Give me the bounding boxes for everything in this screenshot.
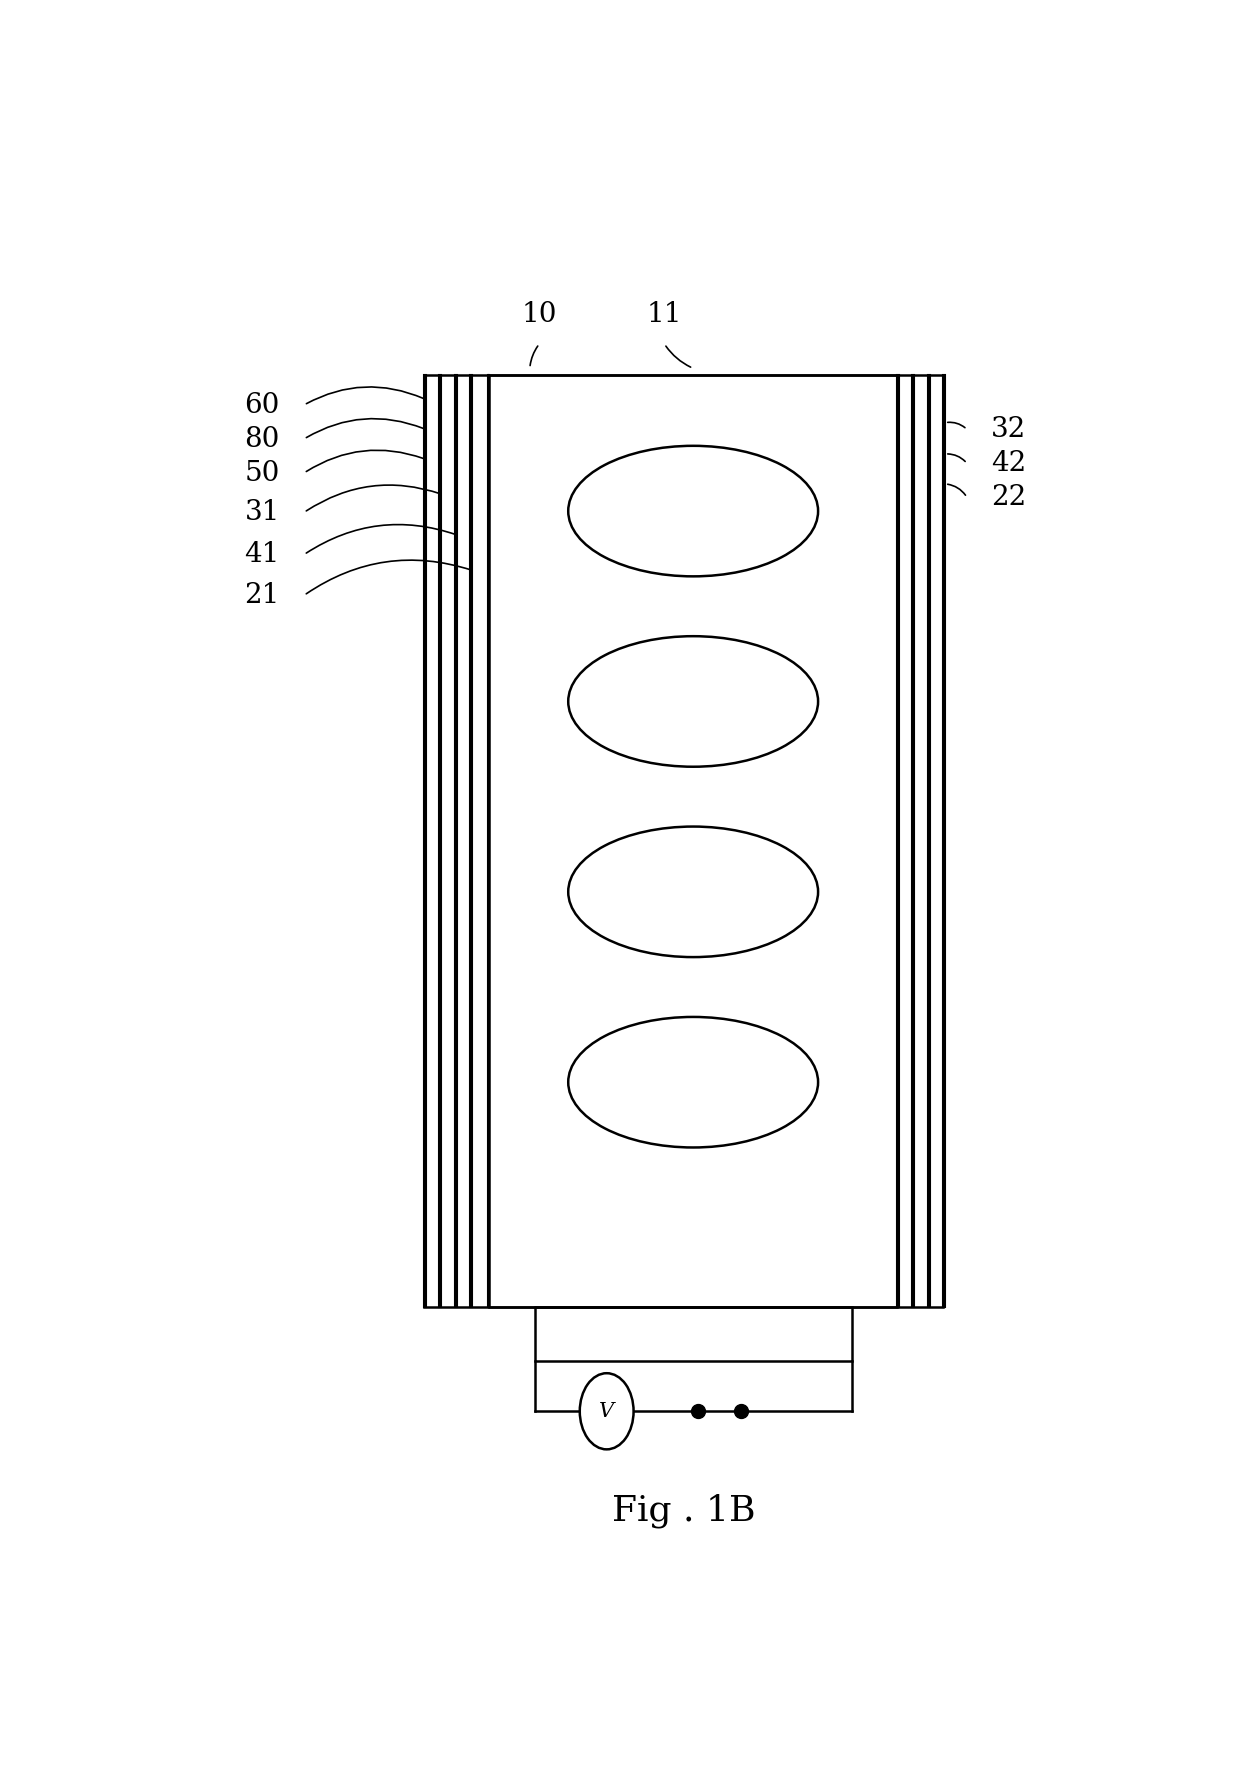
Text: 22: 22 [991,484,1027,510]
Text: 41: 41 [244,540,280,569]
Text: 32: 32 [991,417,1027,443]
Circle shape [580,1374,634,1450]
Bar [490,374,897,1307]
Text: 42: 42 [991,450,1027,477]
Text: 31: 31 [244,500,280,526]
Text: 11: 11 [646,300,682,327]
Bar [534,1307,852,1362]
Text: 50: 50 [244,459,280,486]
Text: 80: 80 [244,426,280,452]
Text: Fig . 1B: Fig . 1B [611,1494,755,1528]
Text: 10: 10 [522,300,557,327]
Bar [424,374,942,1307]
Text: V: V [599,1402,614,1422]
Text: 21: 21 [244,581,280,609]
Text: 60: 60 [244,392,280,419]
